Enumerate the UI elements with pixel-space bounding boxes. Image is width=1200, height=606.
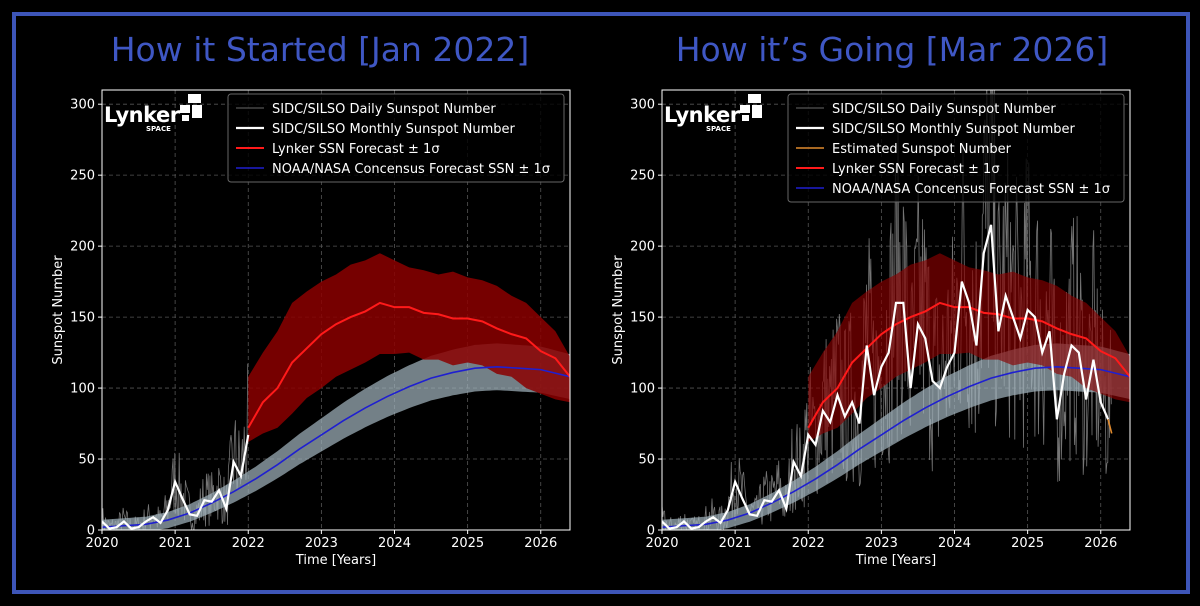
x-tick-label: 2026 [524, 536, 557, 551]
x-tick-label: 2026 [1084, 536, 1117, 551]
svg-text:Lynker: Lynker [104, 103, 181, 127]
y-axis-label: Sunspot Number [51, 255, 66, 365]
monthly-sunspot-line [662, 224, 1110, 530]
legend-box [787, 93, 1125, 203]
lynker-band [808, 253, 1130, 442]
legend-label-monthly: SIDC/SILSO Monthly Sunspot Number [272, 122, 515, 137]
plot-frame [101, 89, 571, 531]
x-tick-label: 2022 [792, 536, 825, 551]
legend-label-monthly: SIDC/SILSO Monthly Sunspot Number [832, 122, 1075, 137]
x-tick-label: 2025 [451, 536, 484, 551]
y-tick-label: 50 [78, 453, 95, 468]
legend-box [227, 93, 565, 183]
x-tick-label: 2023 [865, 536, 898, 551]
y-tick-label: 150 [70, 311, 95, 326]
noaa-forecast-line [662, 365, 1130, 528]
x-tick-label: 2021 [719, 536, 752, 551]
lynker-band [248, 253, 570, 442]
y-tick-label: 150 [630, 311, 655, 326]
estimated-sunspot-line [1107, 419, 1113, 434]
svg-text:SPACE: SPACE [706, 125, 731, 133]
panel-title-left: How it Started [Jan 2022] [110, 30, 530, 69]
legend-label-lynker: Lynker SSN Forecast ± 1σ [272, 142, 440, 157]
panel-title-right: How it’s Going [Mar 2026] [675, 30, 1109, 69]
chart-panel-0: 2020 2021 2022 2023 2024 2025 2026 0 50 100 150 200… [51, 89, 571, 568]
y-axis-label: Sunspot Number [611, 255, 626, 365]
outer-frame [12, 12, 1190, 594]
noaa-forecast-line [102, 365, 570, 528]
x-tick-label: 2021 [159, 536, 192, 551]
chart-panel-1: 2020 2021 2022 2023 2024 2025 2026 0 50 100 150 200… [611, 89, 1131, 568]
x-tick-label: 2024 [378, 536, 411, 551]
y-tick-label: 250 [70, 169, 95, 184]
x-tick-label: 2020 [85, 536, 118, 551]
lynker-forecast-line [247, 301, 570, 429]
x-axis-label: Time [Years] [295, 553, 376, 568]
svg-text:SPACE: SPACE [146, 125, 171, 133]
x-tick-label: 2020 [645, 536, 678, 551]
y-tick-label: 50 [638, 453, 655, 468]
monthly-sunspot-line [102, 434, 250, 530]
plot-frame [661, 89, 1131, 531]
y-tick-label: 100 [70, 382, 95, 397]
legend: SIDC/SILSO Daily Sunspot Number SIDC/SILS… [787, 93, 1125, 203]
x-tick-label: 2025 [1011, 536, 1044, 551]
legend-label-estimated: Estimated Sunspot Number [832, 142, 1012, 157]
noaa-band [102, 343, 570, 530]
y-tick-label: 300 [70, 98, 95, 113]
y-tick-label: 250 [630, 169, 655, 184]
y-tick-label: 200 [630, 240, 655, 255]
x-tick-label: 2024 [938, 536, 971, 551]
legend-label-noaa: NOAA/NASA Concensus Forecast SSN ± 1σ [272, 162, 550, 177]
y-tick-label: 200 [70, 240, 95, 255]
svg-text:Lynker: Lynker [664, 103, 741, 127]
legend-label-daily: SIDC/SILSO Daily Sunspot Number [272, 102, 496, 117]
legend-label-lynker: Lynker SSN Forecast ± 1σ [832, 162, 1000, 177]
noaa-band [662, 343, 1130, 530]
y-tick-label: 0 [647, 524, 655, 539]
legend: SIDC/SILSO Daily Sunspot Number SIDC/SILS… [227, 93, 565, 183]
y-tick-label: 0 [87, 524, 95, 539]
legend-label-noaa: NOAA/NASA Concensus Forecast SSN ± 1σ [832, 182, 1110, 197]
y-tick-label: 300 [630, 98, 655, 113]
x-axis-label: Time [Years] [855, 553, 936, 568]
x-tick-label: 2023 [305, 536, 338, 551]
legend-label-daily: SIDC/SILSO Daily Sunspot Number [832, 102, 1056, 117]
x-tick-label: 2022 [232, 536, 265, 551]
y-tick-label: 100 [630, 382, 655, 397]
